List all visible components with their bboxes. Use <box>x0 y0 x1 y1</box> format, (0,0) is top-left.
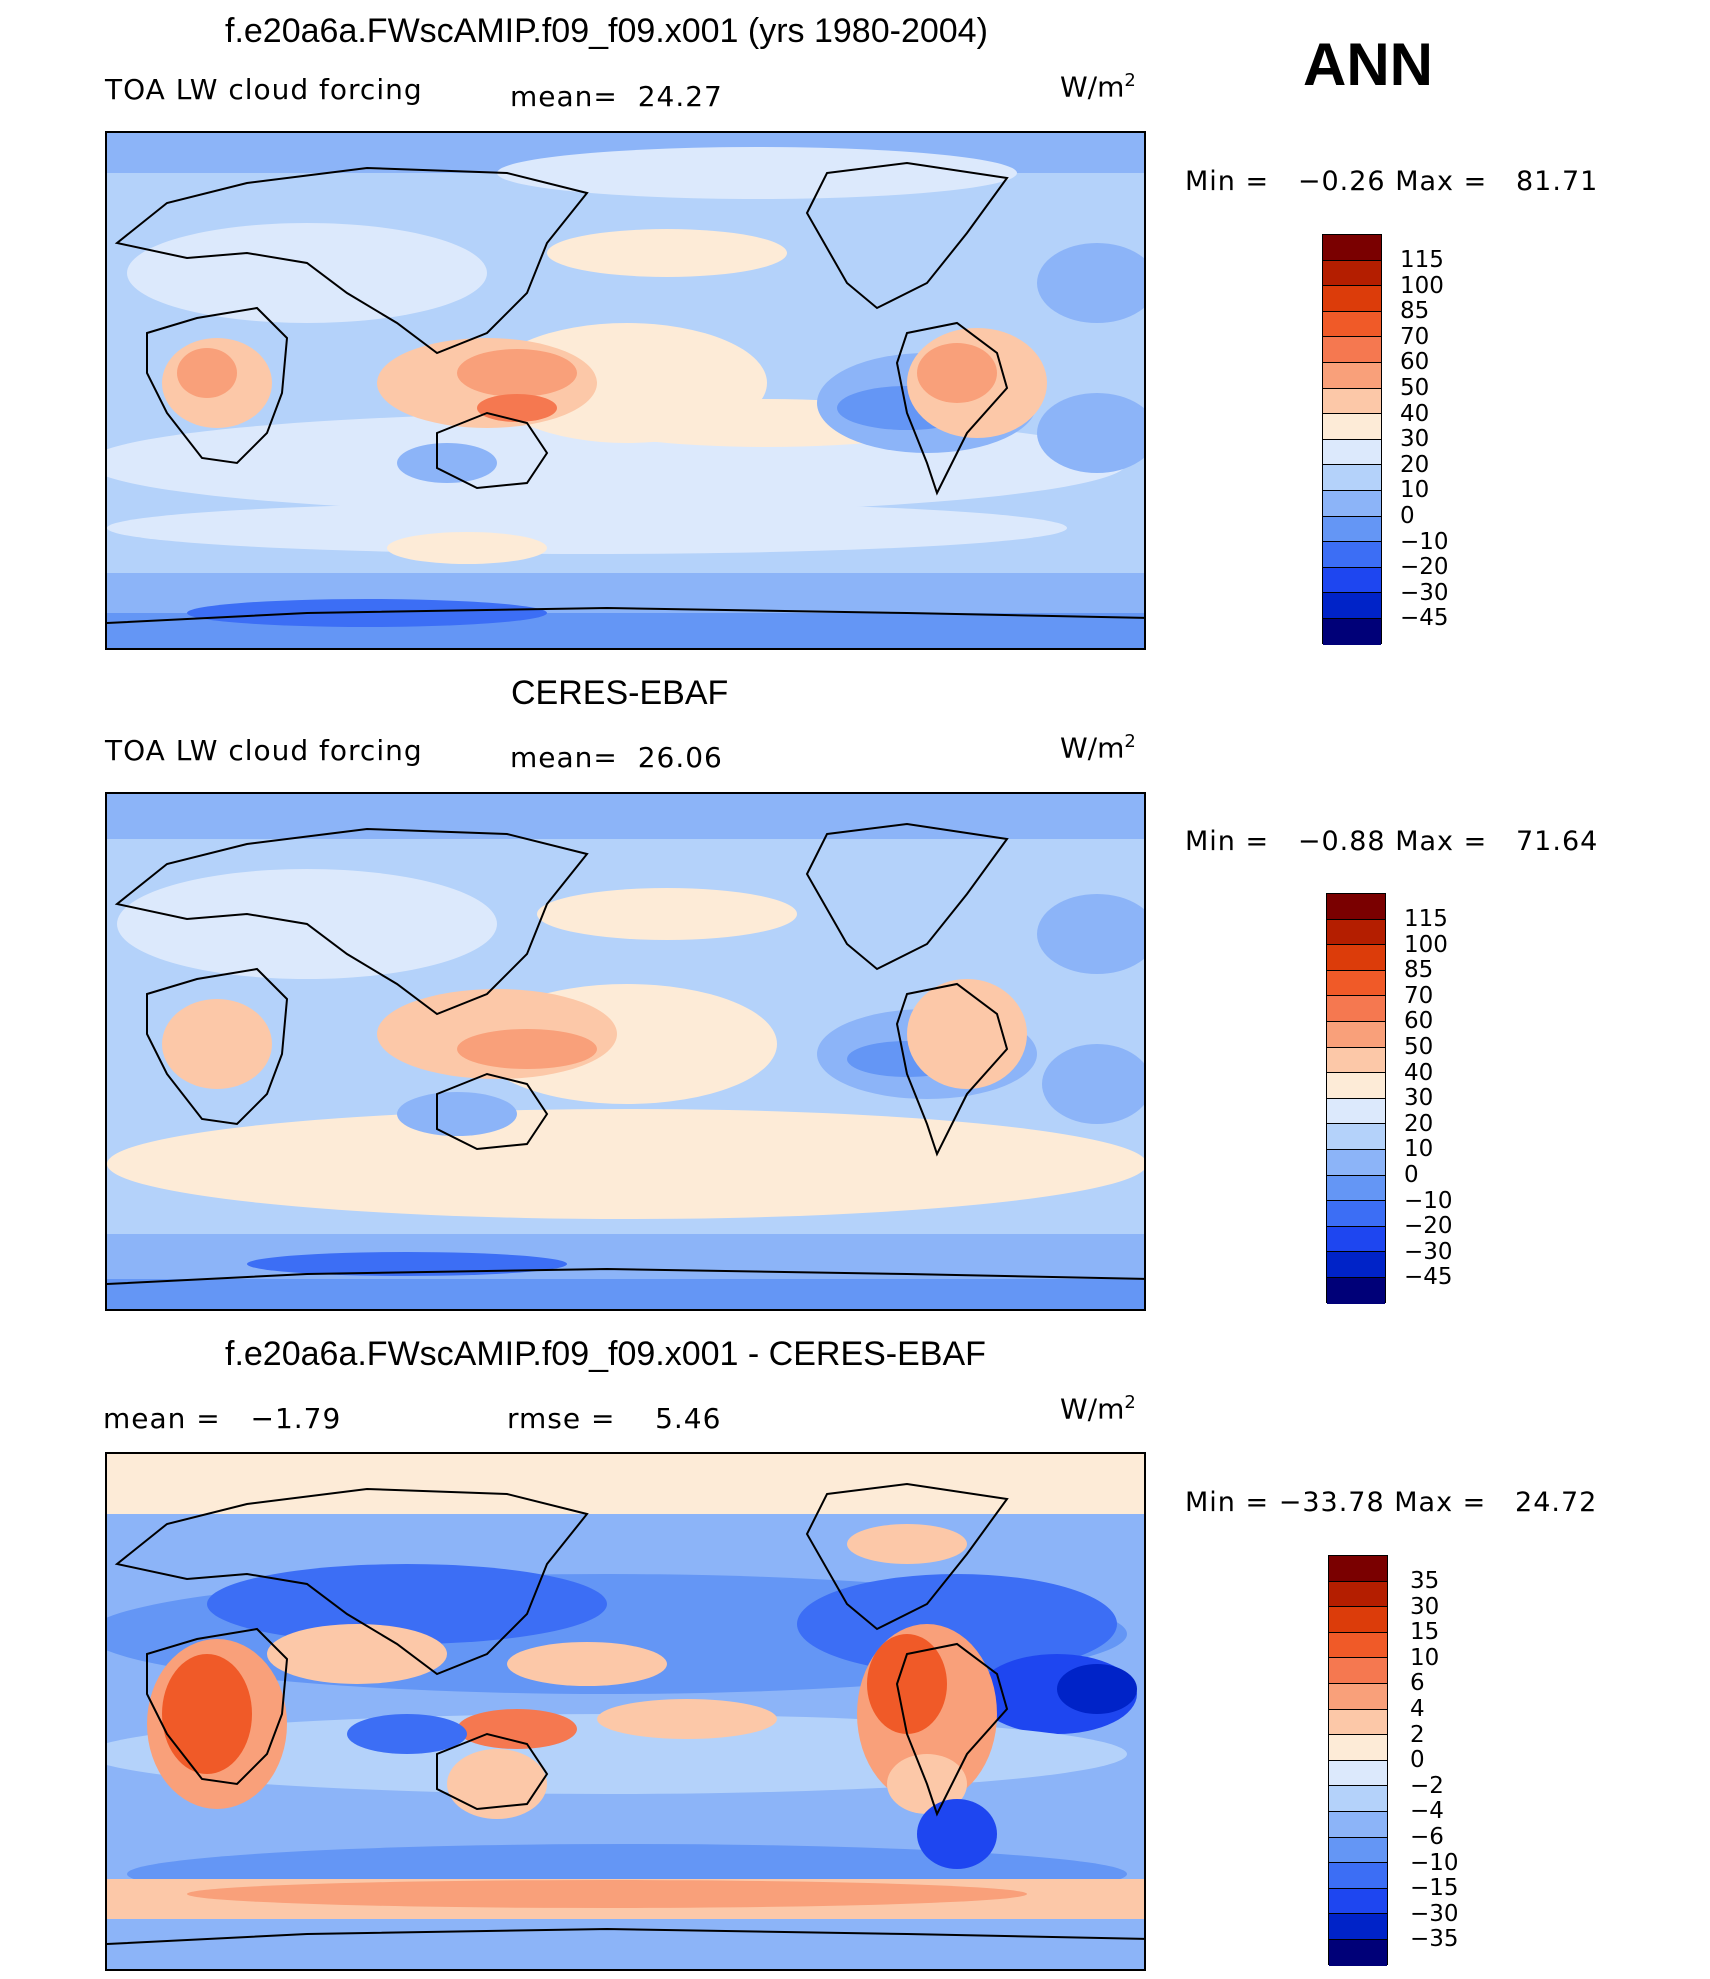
colorbar-label: 30 <box>1410 1593 1440 1620</box>
colorbar-label: −4 <box>1410 1798 1444 1825</box>
panel1-mean-value: 24.27 <box>637 80 723 113</box>
colorbar-label: 85 <box>1404 957 1434 984</box>
colorbar-label: −15 <box>1410 1875 1459 1902</box>
colorbar-label: 10 <box>1410 1644 1440 1671</box>
colorbar-label: 0 <box>1404 1161 1419 1188</box>
colorbar-label: 100 <box>1404 931 1448 958</box>
colorbar-label: −10 <box>1404 1187 1453 1214</box>
panel3-mean: mean = −1.79 <box>103 1402 341 1435</box>
colorbar-label: 40 <box>1404 1059 1434 1086</box>
panel1-units: W/m2 <box>1060 70 1136 104</box>
panel3-rmse-value: 5.46 <box>655 1402 722 1435</box>
panel2-title: CERES-EBAF <box>511 674 729 712</box>
panel2-variable: TOA LW cloud forcing <box>105 734 423 767</box>
colorbar-label: 35 <box>1410 1568 1440 1594</box>
colorbar-label: 10 <box>1400 477 1430 504</box>
colorbar-label: 115 <box>1404 906 1448 932</box>
colorbar-label: 20 <box>1404 1110 1434 1137</box>
panel2-colorbar <box>1326 893 1386 1304</box>
panel3-title: f.e20a6a.FWscAMIP.f09_f09.x001 - CERES-E… <box>225 1335 986 1373</box>
colorbar-label: −2 <box>1410 1772 1444 1799</box>
panel1-variable: TOA LW cloud forcing <box>105 73 423 106</box>
panel1-title: f.e20a6a.FWscAMIP.f09_f09.x001 (yrs 1980… <box>225 12 988 50</box>
panel3-colorbar-labels: 35 30 15 10 6 4 2 0 −2 −4 −6 −10 −15 −30… <box>1410 1568 1459 1953</box>
panel2-colorbar-labels: 115 100 85 70 60 50 40 30 20 10 0 −10 −2… <box>1404 906 1453 1291</box>
panel2-mean-label: mean= <box>510 741 618 774</box>
colorbar-label: 70 <box>1404 982 1434 1009</box>
colorbar-label: 30 <box>1404 1085 1434 1112</box>
panel2-minmax: Min = −0.88 Max = 71.64 <box>1185 826 1599 857</box>
panel3-mean-value: −1.79 <box>250 1402 342 1435</box>
colorbar-label: 50 <box>1404 1033 1434 1060</box>
colorbar-label: 6 <box>1410 1670 1425 1697</box>
colorbar-label: 4 <box>1410 1695 1425 1722</box>
panel2-map <box>105 792 1146 1311</box>
colorbar-label: −30 <box>1404 1238 1453 1265</box>
colorbar-label: 60 <box>1404 1008 1434 1035</box>
colorbar-label: 100 <box>1400 272 1444 299</box>
colorbar-label: −35 <box>1410 1926 1459 1953</box>
colorbar-label: −45 <box>1400 605 1449 632</box>
colorbar-label: −6 <box>1410 1823 1444 1850</box>
colorbar-label: −30 <box>1400 579 1449 606</box>
colorbar-label: −30 <box>1410 1900 1459 1927</box>
colorbar-label: −20 <box>1400 554 1449 581</box>
panel1-mean-label: mean= <box>510 80 618 113</box>
colorbar-label: −10 <box>1400 528 1449 555</box>
panel1-mean: mean= 24.27 <box>510 80 723 113</box>
colorbar-label: −20 <box>1404 1213 1453 1240</box>
panel1-colorbar-labels: 115 100 85 70 60 50 40 30 20 10 0 −10 −2… <box>1400 247 1449 632</box>
panel3-map <box>105 1452 1146 1971</box>
colorbar-label: 70 <box>1400 323 1430 350</box>
colorbar-label: 30 <box>1400 426 1430 453</box>
colorbar-label: 2 <box>1410 1721 1425 1748</box>
panel3-rmse: rmse = 5.46 <box>507 1402 721 1435</box>
panel2-units: W/m2 <box>1060 731 1136 765</box>
panel3-rmse-label: rmse = <box>507 1402 616 1435</box>
colorbar-label: 10 <box>1404 1136 1434 1163</box>
colorbar-label: 85 <box>1400 298 1430 325</box>
colorbar-label: 0 <box>1400 502 1415 529</box>
panel1-map <box>105 131 1146 650</box>
colorbar-label: 60 <box>1400 349 1430 376</box>
panel2-mean-value: 26.06 <box>637 741 723 774</box>
colorbar-label: 115 <box>1400 247 1444 273</box>
colorbar-label: 20 <box>1400 451 1430 478</box>
season-label: ANN <box>1303 31 1433 98</box>
colorbar-label: −10 <box>1410 1849 1459 1876</box>
panel1-colorbar <box>1322 234 1382 645</box>
colorbar-label: 0 <box>1410 1747 1425 1774</box>
panel3-mean-label: mean = <box>103 1402 221 1435</box>
panel3-colorbar <box>1328 1555 1388 1966</box>
colorbar-label: −45 <box>1404 1264 1453 1291</box>
panel1-minmax: Min = −0.26 Max = 81.71 <box>1185 166 1599 197</box>
colorbar-label: 40 <box>1400 400 1430 427</box>
colorbar-label: 50 <box>1400 374 1430 401</box>
panel3-units: W/m2 <box>1060 1392 1136 1426</box>
panel2-mean: mean= 26.06 <box>510 741 723 774</box>
colorbar-label: 15 <box>1410 1619 1440 1646</box>
panel3-minmax: Min = −33.78 Max = 24.72 <box>1185 1487 1598 1518</box>
